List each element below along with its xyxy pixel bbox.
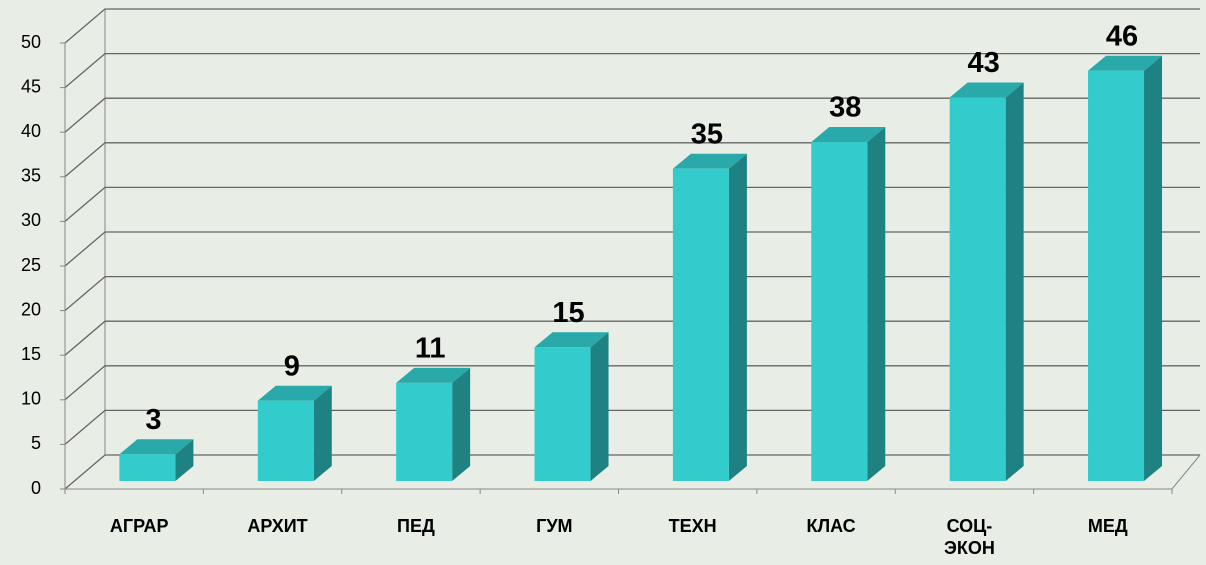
bar-side <box>175 439 194 482</box>
grid-line <box>64 454 1200 490</box>
x-tick-label: СОЦ-ЭКОН <box>944 516 995 558</box>
value-label: 9 <box>284 350 300 382</box>
x-tick-label: АРХИТ <box>247 516 308 536</box>
bar <box>1088 70 1145 482</box>
y-tick-label: 50 <box>21 32 41 52</box>
bar <box>949 97 1006 482</box>
grid-line <box>64 52 1200 89</box>
value-label: 15 <box>552 297 584 329</box>
bar-top <box>949 82 1024 98</box>
y-tick-label: 45 <box>21 76 41 96</box>
value-label: 11 <box>415 333 446 365</box>
bar-top <box>257 385 332 401</box>
y-tick-label: 35 <box>21 166 41 186</box>
grid-line <box>64 320 1200 356</box>
bar-side <box>452 367 471 482</box>
value-label: 35 <box>691 118 723 150</box>
y-tick-label: 40 <box>21 121 41 141</box>
y-tick-label: 20 <box>21 299 41 319</box>
bar <box>534 347 591 482</box>
y-tick-label: 15 <box>21 344 41 364</box>
bar-top <box>1088 55 1163 71</box>
bar-top <box>534 332 609 348</box>
value-label: 38 <box>829 92 861 124</box>
floor-edge <box>65 454 1201 490</box>
bar <box>811 142 868 482</box>
bar-top <box>119 439 194 455</box>
value-label: 3 <box>145 404 161 436</box>
value-label: 43 <box>968 47 1000 79</box>
bar-side <box>313 385 332 482</box>
bar-top <box>396 367 471 383</box>
x-tick-label: ПЕД <box>397 516 435 536</box>
bar-side <box>728 153 747 482</box>
y-tick-label: 30 <box>21 210 41 230</box>
bar <box>119 454 176 482</box>
x-tick-label: АГРАР <box>109 516 169 536</box>
grid-line <box>64 142 1200 178</box>
grid-line <box>64 231 1200 267</box>
bar-top <box>672 153 747 169</box>
y-tick-label: 10 <box>21 389 41 409</box>
x-tick-label: ТЕХН <box>668 516 717 536</box>
y-tick-label: 0 <box>31 478 41 498</box>
grid-line <box>64 8 1200 44</box>
value-label: 46 <box>1106 20 1138 52</box>
y-tick-label: 25 <box>21 255 41 275</box>
grid-line <box>64 409 1200 445</box>
bar <box>257 400 314 482</box>
x-tick-label: КЛАС <box>806 516 856 536</box>
grid-line <box>64 97 1200 133</box>
bar-top <box>811 127 886 143</box>
bar-side <box>1144 55 1163 482</box>
grid-line <box>64 275 1200 312</box>
grid-line <box>64 186 1200 222</box>
bar <box>396 382 453 482</box>
x-tick-label: ГУМ <box>536 516 573 536</box>
bar-side <box>590 332 609 482</box>
bar <box>672 168 729 482</box>
bar-side <box>1005 82 1024 482</box>
x-tick-label: МЕД <box>1087 516 1128 536</box>
grid-line <box>64 365 1200 401</box>
y-tick-label: 5 <box>31 433 41 453</box>
bar-side <box>867 127 886 482</box>
